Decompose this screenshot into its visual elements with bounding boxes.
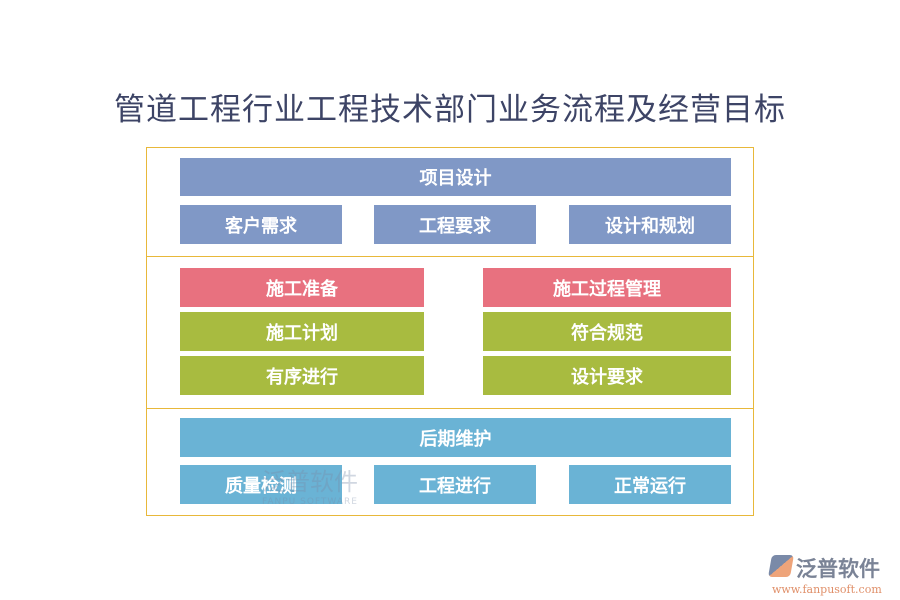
page-title: 管道工程行业工程技术部门业务流程及经营目标 — [114, 92, 786, 128]
box-process-management: 施工过程管理 — [483, 268, 731, 307]
box-project-design: 项目设计 — [180, 158, 731, 196]
watermark: 泛普软件 FANPU SOFTWARE — [262, 468, 358, 507]
box: 符合规范 — [483, 312, 731, 351]
section-divider — [146, 256, 754, 257]
box-maintenance: 后期维护 — [180, 418, 731, 457]
box: 设计和规划 — [569, 205, 731, 244]
section-divider — [146, 408, 754, 409]
box: 客户需求 — [180, 205, 342, 244]
box: 工程进行 — [374, 465, 536, 504]
logo-icon — [768, 555, 794, 577]
brand-logo: 泛普软件 www.fanpusoft.com — [768, 553, 882, 596]
box-construction-prep: 施工准备 — [180, 268, 424, 307]
box: 工程要求 — [374, 205, 536, 244]
box: 质量检测 — [180, 465, 342, 504]
box: 有序进行 — [180, 356, 424, 395]
box: 设计要求 — [483, 356, 731, 395]
diagram-frame — [146, 147, 754, 516]
box: 施工计划 — [180, 312, 424, 351]
box: 正常运行 — [569, 465, 731, 504]
